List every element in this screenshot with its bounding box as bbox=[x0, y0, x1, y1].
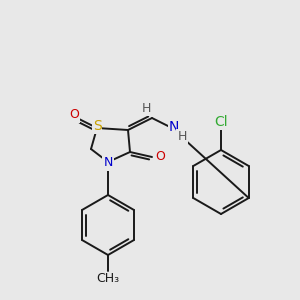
Text: O: O bbox=[69, 109, 79, 122]
Text: Cl: Cl bbox=[214, 115, 228, 129]
Text: H: H bbox=[141, 101, 151, 115]
Text: S: S bbox=[93, 119, 101, 133]
Text: CH₃: CH₃ bbox=[96, 272, 120, 286]
Text: O: O bbox=[155, 151, 165, 164]
Text: N: N bbox=[169, 120, 179, 134]
Text: H: H bbox=[177, 130, 187, 142]
Text: N: N bbox=[103, 157, 113, 169]
